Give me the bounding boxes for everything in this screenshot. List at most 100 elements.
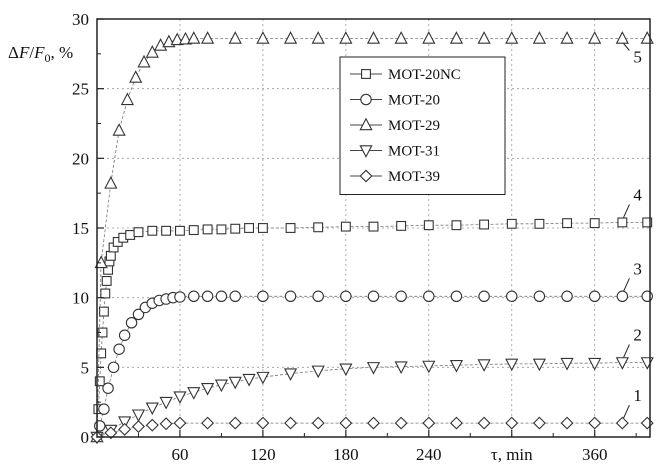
data-point <box>100 288 111 299</box>
data-point <box>561 290 573 303</box>
data-point <box>102 382 114 394</box>
legend-marker <box>359 145 373 158</box>
legend-label: MOT-20 <box>388 93 440 109</box>
series-line <box>96 38 648 438</box>
curve-label: 1 <box>633 386 642 405</box>
data-point <box>311 365 325 379</box>
data-point <box>340 221 351 232</box>
data-point <box>256 371 270 385</box>
data-point <box>242 373 256 387</box>
data-point <box>284 290 297 303</box>
data-point <box>131 409 146 423</box>
data-point <box>229 290 242 303</box>
data-point <box>161 225 172 236</box>
data-point <box>450 290 463 303</box>
data-point <box>228 416 242 430</box>
data-point <box>367 290 380 303</box>
y-tick-label: 5 <box>81 358 90 377</box>
data-point <box>534 218 545 229</box>
data-point <box>560 357 574 371</box>
legend-entry: MOT-39 <box>350 169 440 185</box>
data-point <box>615 31 629 44</box>
data-point <box>137 54 151 68</box>
data-point <box>339 416 353 430</box>
data-point <box>170 32 184 46</box>
data-point <box>532 358 547 372</box>
y-tick-label: 0 <box>81 428 90 447</box>
data-point <box>145 402 159 416</box>
data-point <box>311 416 325 430</box>
data-point <box>129 70 143 83</box>
data-point <box>174 291 186 303</box>
tick-labels: 0 5 10 15 20 25 30 60 120 180 240 360 <box>72 10 607 464</box>
curve-label-leader <box>623 344 630 358</box>
data-point <box>256 31 270 44</box>
data-point <box>257 223 268 233</box>
x-tick-label: 240 <box>416 445 442 464</box>
x-tick-label: 180 <box>333 445 359 464</box>
x-axis-label: τ, min <box>491 445 533 464</box>
data-point <box>560 31 574 44</box>
x-tick-label: 360 <box>582 445 608 464</box>
data-point <box>216 224 227 235</box>
data-point <box>394 31 408 44</box>
data-point <box>449 359 464 373</box>
data-point <box>395 290 407 303</box>
data-point <box>478 290 490 303</box>
data-point <box>588 357 602 371</box>
data-point <box>422 31 436 44</box>
curve-label: 4 <box>633 185 642 204</box>
curve-label-leader <box>623 278 630 292</box>
data-point <box>394 361 408 375</box>
data-point <box>422 360 436 374</box>
y-tick-label: 20 <box>72 149 89 168</box>
data-point <box>283 368 298 381</box>
data-point <box>215 290 228 303</box>
data-point <box>640 416 654 430</box>
data-point <box>112 123 126 136</box>
data-series <box>90 31 654 445</box>
series-mot-20 <box>94 290 653 432</box>
series-line <box>98 222 648 410</box>
series-line <box>96 422 648 438</box>
legend-entry: MOT-20 <box>350 93 440 109</box>
data-point <box>339 31 353 44</box>
y-tick-label: 10 <box>72 289 89 308</box>
data-point <box>366 31 381 44</box>
data-point <box>113 343 125 355</box>
data-point <box>120 92 135 106</box>
data-point <box>505 31 519 44</box>
data-point <box>98 306 109 317</box>
data-point <box>94 376 105 387</box>
data-point <box>145 418 159 432</box>
x-tick-label: 120 <box>250 445 276 464</box>
data-point <box>201 416 215 430</box>
curve-label: 5 <box>633 48 642 67</box>
data-point <box>228 31 242 44</box>
data-point <box>396 220 407 231</box>
data-point <box>200 31 215 44</box>
data-point <box>477 359 491 372</box>
data-point <box>230 223 241 234</box>
data-point <box>96 348 107 359</box>
data-point <box>588 416 602 430</box>
curve-label-leader <box>623 43 630 51</box>
legend-marker <box>360 93 372 106</box>
data-point <box>147 225 158 236</box>
y-tick-label: 25 <box>72 80 89 99</box>
data-point <box>642 217 653 228</box>
data-point <box>615 357 629 370</box>
data-point <box>131 420 145 434</box>
data-point <box>118 416 132 430</box>
data-point <box>505 416 519 430</box>
data-point <box>285 223 296 233</box>
data-point <box>145 45 159 58</box>
data-point <box>312 290 324 303</box>
data-point <box>178 31 193 45</box>
series-mot-20nc <box>93 217 653 415</box>
data-point <box>368 221 379 232</box>
data-point <box>159 417 173 431</box>
data-point <box>477 416 491 430</box>
x-tick-label: 60 <box>171 445 188 464</box>
